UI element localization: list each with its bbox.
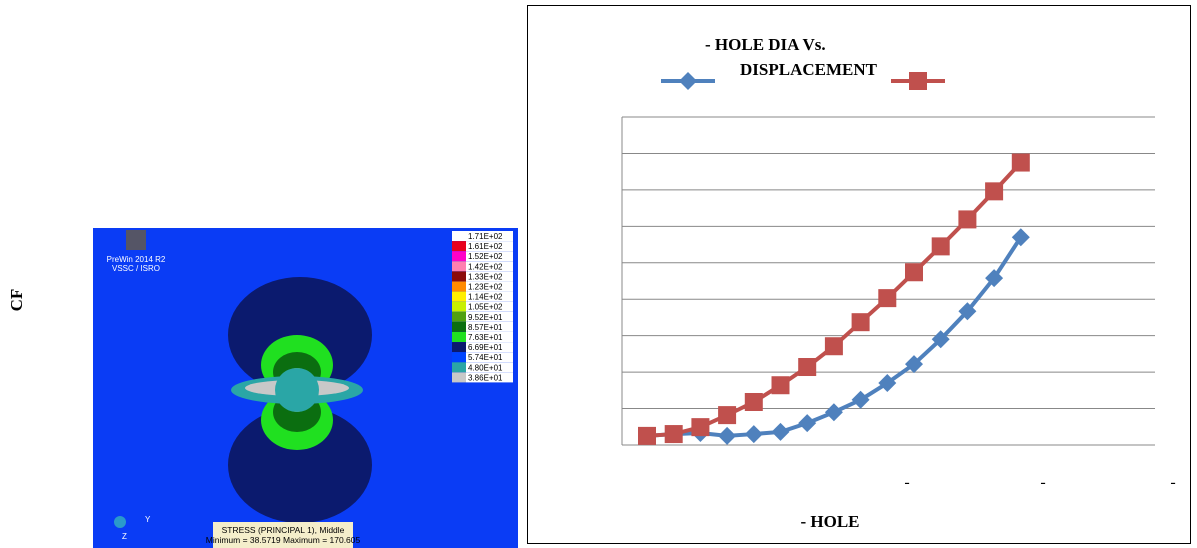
chart-frame: [528, 6, 1191, 544]
legend-swatch: [452, 302, 466, 312]
axis-icon: [114, 516, 126, 528]
x-tick-label: -: [904, 474, 909, 491]
legend-swatch: [452, 342, 466, 352]
legend-swatch: [452, 261, 466, 271]
legend-swatch: [452, 312, 466, 322]
caption: Minimum = 38.5719 Maximum = 170.605: [206, 535, 361, 545]
logo-text: VSSC / ISRO: [112, 264, 160, 273]
page-canvas: CF PreWin 2014 R2VSSC / ISRO 1.71E+021.61…: [0, 0, 1197, 548]
data-point: [825, 337, 843, 355]
legend-swatch: [452, 292, 466, 302]
data-point: [932, 237, 950, 255]
legend-label: 1.05E+02: [468, 303, 503, 312]
legend-marker: [679, 72, 697, 90]
data-point: [691, 418, 709, 436]
data-point: [798, 358, 816, 376]
legend-label: 9.52E+01: [468, 313, 503, 322]
hole: [275, 368, 319, 412]
legend-swatch: [452, 251, 466, 261]
data-point: [878, 289, 896, 307]
axis-letter: Y: [145, 515, 151, 524]
axis-letter: Z: [122, 532, 127, 541]
legend-label: 1.14E+02: [468, 293, 503, 302]
logo: [126, 230, 146, 250]
data-point: [958, 210, 976, 228]
legend-label: 1.42E+02: [468, 262, 503, 271]
data-point: [825, 403, 843, 421]
legend-swatch: [452, 282, 466, 292]
data-point: [745, 393, 763, 411]
data-point: [638, 427, 656, 445]
legend-swatch: [452, 322, 466, 332]
data-point: [852, 313, 870, 331]
data-point: [718, 406, 736, 424]
data-point: [1012, 154, 1030, 172]
logo-text: PreWin 2014 R2: [107, 255, 166, 264]
side-label: CF: [7, 289, 26, 312]
data-point: [718, 427, 736, 445]
legend-label: 4.80E+01: [468, 363, 503, 372]
legend-label: 1.33E+02: [468, 272, 503, 281]
legend-marker: [909, 72, 927, 90]
data-point: [985, 182, 1003, 200]
legend-label: 8.57E+01: [468, 323, 503, 332]
chart-title: DISPLACEMENT: [740, 60, 878, 79]
legend-label: 7.63E+01: [468, 333, 503, 342]
legend-swatch: [452, 271, 466, 281]
data-point: [745, 425, 763, 443]
legend-swatch: [452, 372, 466, 382]
data-point: [665, 425, 683, 443]
legend-label: 1.61E+02: [468, 242, 503, 251]
page: CF PreWin 2014 R2VSSC / ISRO 1.71E+021.61…: [0, 0, 1197, 548]
legend-swatch: [452, 241, 466, 251]
legend-swatch: [452, 352, 466, 362]
caption: STRESS (PRINCIPAL 1), Middle: [222, 525, 345, 535]
chart-title: - HOLE DIA Vs.: [705, 35, 826, 54]
data-point: [772, 376, 790, 394]
data-point: [798, 414, 816, 432]
legend-label: 6.69E+01: [468, 343, 503, 352]
legend-swatch: [452, 332, 466, 342]
legend-label: 1.71E+02: [468, 232, 503, 241]
x-tick-label: -: [1170, 474, 1175, 491]
legend-swatch: [452, 231, 466, 241]
legend-label: 1.23E+02: [468, 283, 503, 292]
data-point: [772, 423, 790, 441]
legend-label: 3.86E+01: [468, 373, 503, 382]
legend-swatch: [452, 362, 466, 372]
x-tick-label: -: [1040, 474, 1045, 491]
data-point: [905, 263, 923, 281]
x-axis-label: - HOLE: [800, 512, 859, 531]
legend-label: 5.74E+01: [468, 353, 503, 362]
legend-label: 1.52E+02: [468, 252, 503, 261]
